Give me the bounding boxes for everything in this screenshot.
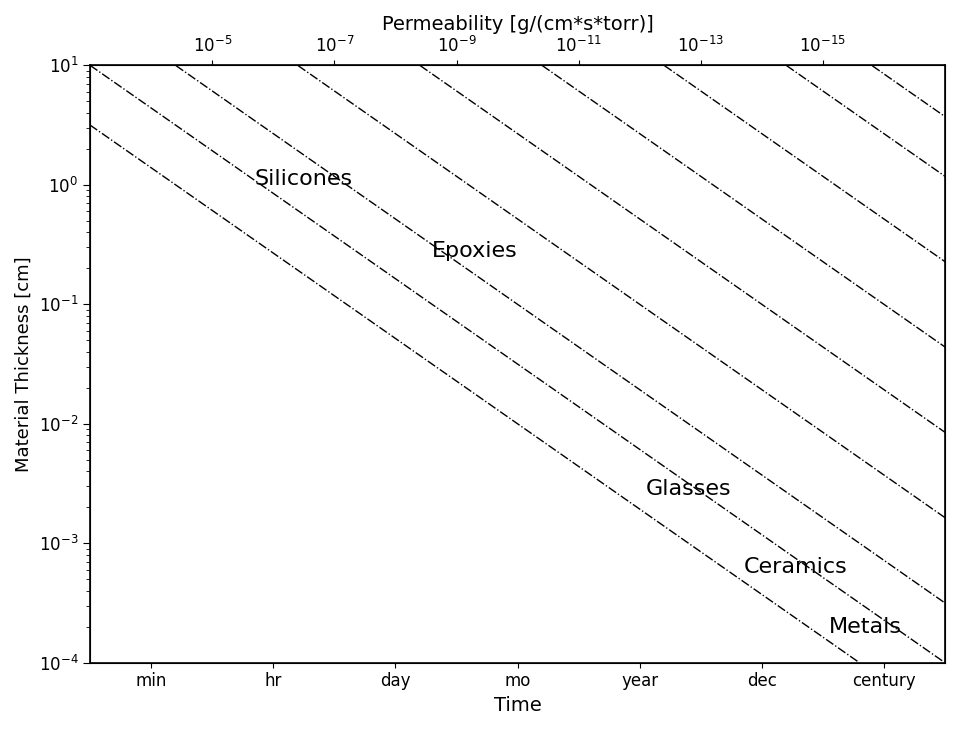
Y-axis label: Material Thickness [cm]: Material Thickness [cm] (15, 256, 33, 472)
Text: Epoxies: Epoxies (432, 241, 517, 261)
Text: Silicones: Silicones (255, 169, 353, 189)
Text: Ceramics: Ceramics (743, 557, 848, 577)
X-axis label: Time: Time (493, 696, 541, 715)
X-axis label: Permeability [g/(cm*s*torr)]: Permeability [g/(cm*s*torr)] (382, 15, 654, 34)
Text: Metals: Metals (829, 617, 902, 637)
Text: Glasses: Glasses (646, 480, 732, 499)
